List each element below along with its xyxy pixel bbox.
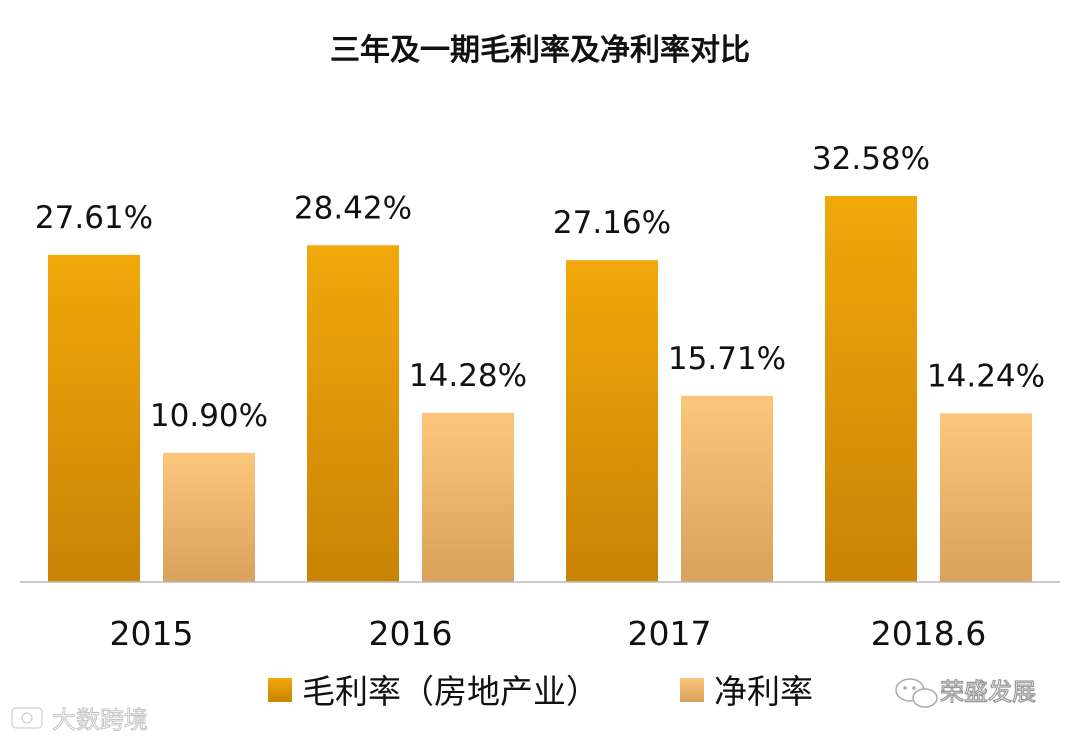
bar-gross-margin-2017	[566, 260, 658, 582]
watermark-right: 荣盛发展	[895, 677, 1037, 708]
data-label-gross-margin-2015: 27.61%	[35, 200, 153, 236]
chart-title: 三年及一期毛利率及净利率对比	[330, 33, 750, 68]
wechat-icon	[895, 678, 938, 708]
data-label-net-margin-2018.6: 14.24%	[927, 358, 1045, 394]
watermark-right-text: 荣盛发展	[940, 678, 1036, 706]
legend-swatch-net-margin	[680, 678, 704, 702]
data-label-net-margin-2016: 14.28%	[409, 358, 527, 394]
x-tick-label-2016: 2016	[369, 614, 453, 653]
bar-gross-margin-2015	[48, 254, 140, 582]
legend-label-net-margin: 净利率	[714, 672, 813, 711]
bars-layer	[48, 195, 1032, 583]
x-tick-label-2018.6: 2018.6	[871, 614, 986, 653]
legend-swatch-gross-margin	[268, 678, 292, 702]
data-label-gross-margin-2016: 28.42%	[294, 190, 412, 226]
bar-net-margin-2017	[681, 395, 773, 582]
data-label-net-margin-2015: 10.90%	[150, 398, 268, 434]
legend: 毛利率（房地产业） 净利率	[268, 672, 813, 711]
legend-item-gross-margin: 毛利率（房地产业）	[268, 672, 599, 711]
x-tick-label-2015: 2015	[110, 614, 194, 653]
legend-item-net-margin: 净利率	[680, 672, 813, 711]
bar-gross-margin-2018.6	[825, 195, 917, 582]
x-tick-label-2017: 2017	[628, 614, 712, 653]
data-label-net-margin-2017: 15.71%	[668, 341, 786, 377]
legend-label-gross-margin: 毛利率（房地产业）	[302, 672, 599, 711]
data-labels-layer: 27.61% 10.90% 28.42% 14.28% 27.16% 15.71% 32.5…	[35, 141, 1045, 434]
x-tick-labels: 2015 2016 2017 2018.6	[110, 614, 987, 653]
bar-gross-margin-2016	[307, 245, 399, 583]
watermark-left-text: 大数跨境	[52, 706, 148, 734]
bar-net-margin-2018.6	[940, 413, 1032, 582]
bar-net-margin-2016	[422, 412, 514, 582]
watermark-left: 大数跨境	[10, 706, 149, 735]
bar-net-margin-2015	[163, 452, 255, 582]
data-label-gross-margin-2018.6: 32.58%	[812, 141, 930, 177]
data-label-gross-margin-2017: 27.16%	[553, 205, 671, 241]
camera-icon	[10, 706, 44, 730]
